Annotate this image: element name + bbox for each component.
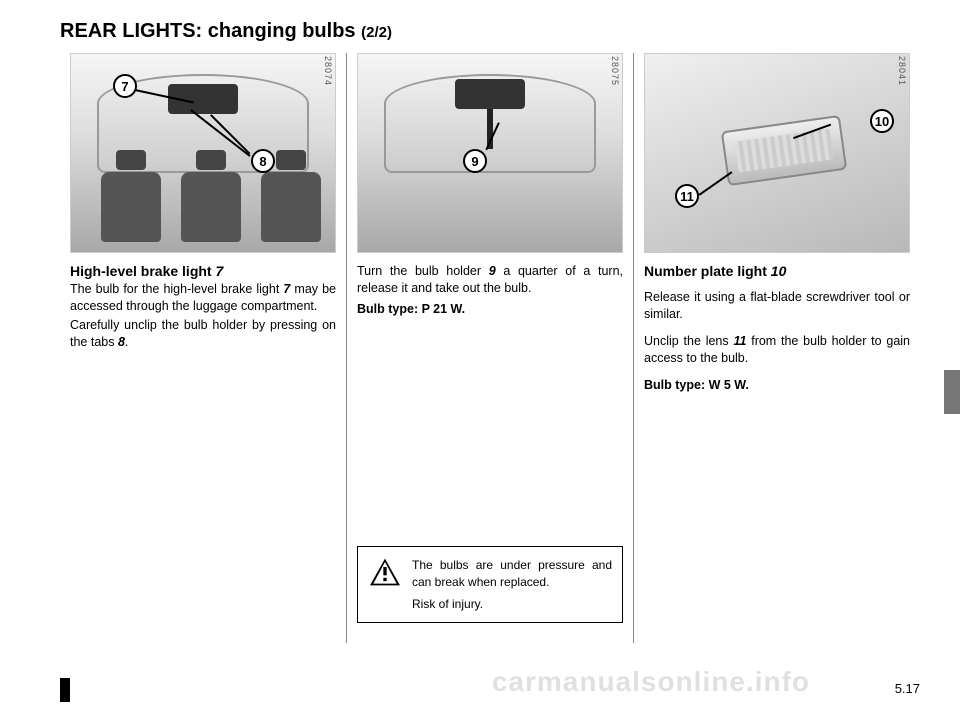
leader-11 [699,171,733,195]
seat-shape-mid [181,172,241,242]
watermark: carmanualsonline.info [492,666,810,698]
page: REAR LIGHTS: changing bulbs (2/2) 28074 … [0,0,960,710]
image-ref-2: 28075 [610,56,620,86]
col1-para1: The bulb for the high-level brake light … [70,281,336,315]
col2-bulb-type: Bulb type: P 21 W. [357,301,623,318]
headrest-shape [196,150,226,170]
heading-high-level-brake: High-level brake light 7 [70,263,336,279]
seat-shape-right [261,172,321,242]
figure-bulb-holder: 28075 9 [357,53,623,253]
col3-para1: Release it using a flat-blade screw­driv… [644,289,910,323]
warning-line-1: The bulbs are under pres­sure and can br… [412,557,612,589]
warning-box: The bulbs are under pres­sure and can br… [357,546,623,623]
callout-11: 11 [675,184,699,208]
page-title: REAR LIGHTS: changing bulbs (2/2) [60,20,920,43]
title-main: REAR LIGHTS: changing bulbs [60,20,361,42]
side-tab [944,370,960,414]
column-1: 28074 7 8 High-level brake light 7 The b… [60,53,346,643]
callout-8: 8 [251,149,275,173]
title-sub: (2/2) [361,24,392,41]
heading-number-plate: Number plate light 10 [644,263,910,279]
seat-shape-left [101,172,161,242]
headrest-shape [116,150,146,170]
col2-para1: Turn the bulb holder 9 a quarter of a tu… [357,263,623,297]
figure-high-level-brake: 28074 7 8 [70,53,336,253]
callout-10: 10 [870,109,894,133]
warning-line-2: Risk of injury. [412,596,612,612]
headrest-shape [276,150,306,170]
image-ref-3: 28041 [897,56,907,86]
image-ref-1: 28074 [323,56,333,86]
warning-text: The bulbs are under pres­sure and can br… [412,557,612,612]
page-number: 5.17 [895,681,920,696]
black-bar [60,678,70,702]
column-3: 28041 10 11 Number plate light 10 Releas… [633,53,920,643]
bulb-holder-shape [455,79,525,109]
warning-icon [368,557,402,612]
col3-bulb-type: Bulb type: W 5 W. [644,377,910,394]
plate-inner-shape [734,129,833,173]
col3-para2: Unclip the lens 11 from the bulb holder … [644,333,910,367]
column-2: 28075 9 Turn the bulb holder 9 a quarter… [346,53,633,643]
figure-number-plate: 28041 10 11 [644,53,910,253]
callout-9: 9 [463,149,487,173]
col1-para2: Carefully unclip the bulb holder by pres… [70,317,336,351]
callout-7: 7 [113,74,137,98]
columns: 28074 7 8 High-level brake light 7 The b… [60,53,920,643]
